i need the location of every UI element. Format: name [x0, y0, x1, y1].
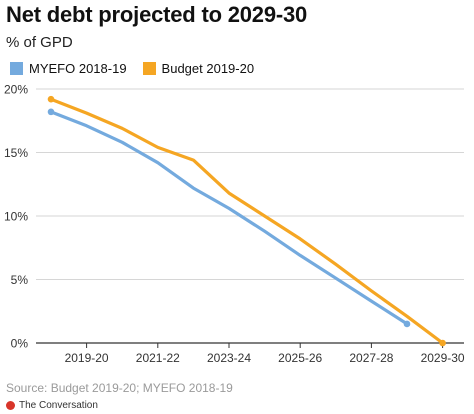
legend-swatch-myefo — [10, 62, 23, 75]
credit-label: The Conversation — [19, 400, 98, 411]
x-tick-label: 2025-26 — [278, 351, 322, 365]
series-point-myefo-end — [403, 320, 411, 328]
legend-item-budget: Budget 2019-20 — [142, 61, 255, 76]
series-point-myefo-start — [47, 108, 55, 116]
source-note: Source: Budget 2019-20; MYEFO 2018-19 — [6, 381, 233, 395]
x-tick-label: 2021-22 — [136, 351, 180, 365]
x-tick-label: 2029-30 — [421, 351, 465, 365]
legend-label-myefo: MYEFO 2018-19 — [29, 61, 127, 76]
legend-label-budget: Budget 2019-20 — [161, 61, 255, 76]
the-conversation-logo-icon — [6, 401, 15, 410]
x-tick-label: 2027-28 — [349, 351, 393, 365]
legend: MYEFO 2018-19 Budget 2019-20 — [10, 61, 270, 76]
legend-item-myefo: MYEFO 2018-19 — [10, 61, 127, 76]
x-tick-label: 2019-20 — [65, 351, 109, 365]
y-tick-label: 20% — [4, 83, 28, 97]
series-line-budget — [49, 97, 445, 345]
chart-subtitle: % of GPD — [6, 34, 73, 51]
y-tick-label: 0% — [11, 337, 29, 351]
series-point-budget-start — [47, 95, 55, 103]
y-tick-label: 15% — [4, 146, 28, 160]
y-tick-label: 10% — [4, 210, 28, 224]
series-line-myefo — [49, 110, 409, 326]
series-point-budget-end — [439, 339, 446, 347]
legend-swatch-budget — [142, 62, 156, 75]
y-tick-label: 5% — [11, 273, 29, 287]
credit: The Conversation — [6, 400, 98, 411]
x-tick-label: 2023-24 — [207, 351, 251, 365]
chart-title: Net debt projected to 2029-30 — [6, 2, 308, 27]
